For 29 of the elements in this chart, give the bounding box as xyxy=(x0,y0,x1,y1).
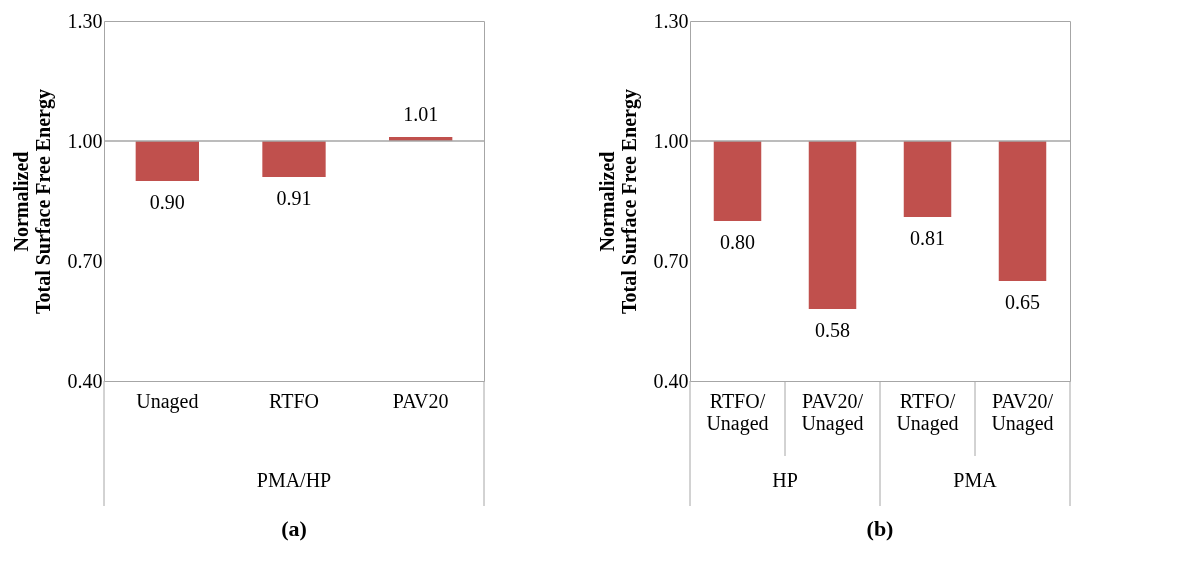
x-tick-label: PAV20/ Unaged xyxy=(801,389,864,435)
y-axis-title: Normalized Total Surface Free Energy xyxy=(9,89,55,314)
text: PMA/HP xyxy=(256,469,332,491)
data-label: 0.91 xyxy=(276,187,312,209)
x-tick-label: Unaged xyxy=(136,389,199,413)
data-label: 1.01 xyxy=(403,103,439,125)
x-tick-label: PAV20/ Unaged xyxy=(991,389,1054,435)
y-tick-label: 1.00 xyxy=(67,129,103,152)
text: HP xyxy=(772,469,798,491)
x-tick-label: RTFO/ Unaged xyxy=(896,389,959,435)
y-tick-label: 0.70 xyxy=(67,249,103,272)
text: (b) xyxy=(866,515,894,541)
y-tick-label: 1.00 xyxy=(653,129,689,152)
y-tick-label: 0.40 xyxy=(67,369,103,392)
data-label: 0.81 xyxy=(910,227,945,249)
y-tick-label: 0.40 xyxy=(653,369,689,392)
y-tick-label: 1.30 xyxy=(67,9,103,32)
x-tick-label: RTFO xyxy=(269,389,319,412)
y-tick-label: 0.70 xyxy=(653,249,689,272)
y-tick-label: 1.30 xyxy=(653,9,689,32)
x-tick-label: PAV20 xyxy=(392,389,449,412)
data-label: 0.58 xyxy=(815,319,850,341)
data-label: 0.65 xyxy=(1005,291,1040,313)
text: PMA xyxy=(953,469,998,491)
data-label: 0.80 xyxy=(720,231,755,253)
data-label: 0.90 xyxy=(149,191,185,213)
x-tick-label: RTFO/ Unaged xyxy=(706,389,769,435)
y-axis-title: Normalized Total Surface Free Energy xyxy=(595,89,641,314)
text: (a) xyxy=(281,515,307,541)
